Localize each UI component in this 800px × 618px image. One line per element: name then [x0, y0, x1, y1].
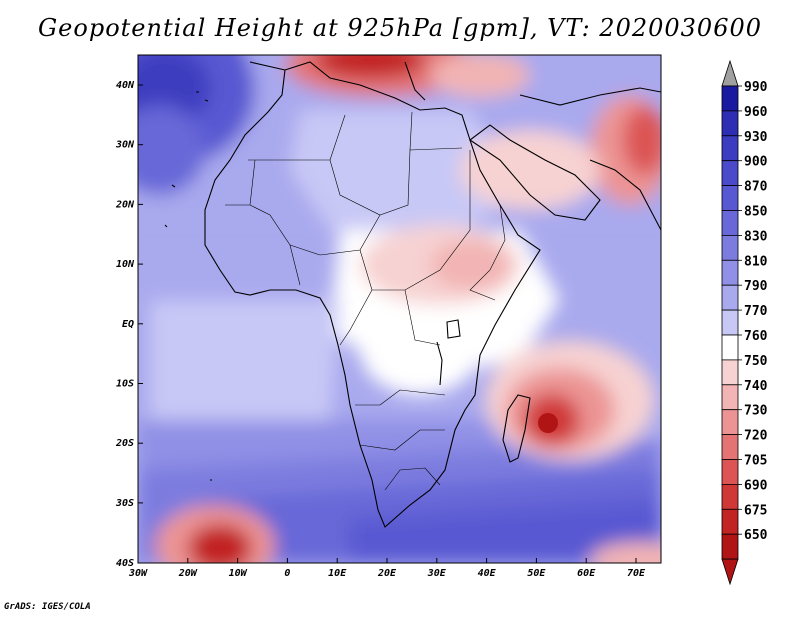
colorbar-swatch — [721, 359, 739, 386]
lat-tick-label: 10N — [116, 259, 135, 270]
colorbar-label: 870 — [744, 180, 768, 195]
colorbar-top-arrow — [721, 59, 739, 87]
credit-label: GrADS: IGES/COLA — [4, 602, 91, 612]
colorbar-swatch — [721, 259, 739, 286]
colorbar-swatch — [721, 185, 739, 211]
lat-tick-label: 20N — [115, 199, 135, 210]
colorbar-swatch — [721, 434, 739, 460]
colorbar-label: 830 — [744, 229, 768, 244]
colorbar-swatch — [721, 533, 739, 560]
colorbar-swatch — [721, 459, 739, 485]
colorbar-swatch — [721, 284, 739, 311]
colorbar-swatch — [721, 234, 739, 261]
colorbar-swatch — [721, 334, 739, 361]
colorbar-label: 760 — [744, 329, 768, 344]
lat-tick-label: 20S — [115, 438, 134, 449]
colorbar-label: 650 — [744, 528, 768, 543]
colorbar-swatch — [721, 160, 739, 186]
lon-tick-label: 40E — [478, 568, 497, 579]
colorbar-swatch — [721, 409, 739, 436]
lon-tick-label: 60E — [577, 568, 596, 579]
colorbar-label: 740 — [744, 379, 768, 394]
lon-tick-label: 0 — [284, 568, 290, 579]
lat-tick-label: 10S — [116, 379, 134, 390]
colorbar-label: 730 — [744, 404, 768, 419]
colorbar-label: 720 — [744, 429, 768, 444]
borders — [225, 111, 506, 491]
colorbar-swatch — [721, 135, 739, 162]
colorbar-label: 900 — [744, 155, 768, 170]
map-title: Geopotential Height at 925hPa [gpm], VT:… — [38, 14, 762, 42]
colorbar-swatch — [721, 483, 739, 510]
colorbar-label: 990 — [744, 80, 768, 95]
colorbar-swatch — [721, 210, 739, 236]
longitude-axis: 30W 20W 10W 0 10E 20E 30E 40E 50E 60E 70E — [128, 558, 646, 579]
lat-tick-label: 40S — [116, 558, 134, 569]
coastlines — [164, 61, 661, 528]
colorbar-label: 770 — [744, 304, 768, 319]
lat-tick-label: 30S — [115, 498, 134, 509]
colorbar-label: 690 — [744, 478, 768, 493]
colorbar-label: 790 — [744, 279, 768, 294]
colorbar-label: 750 — [744, 354, 768, 369]
lon-tick-label: 50E — [527, 568, 546, 579]
colorbar-label: 930 — [744, 130, 768, 145]
lat-tick-label: EQ — [122, 319, 134, 330]
lon-tick-label: 20E — [377, 568, 397, 579]
colorbar-bottom-arrow — [721, 558, 739, 586]
colorbar-label: 810 — [744, 254, 768, 269]
lon-tick-label: 30W — [128, 568, 148, 579]
lon-tick-label: 10W — [229, 568, 248, 579]
lon-tick-label: 30E — [427, 568, 447, 579]
colorbar-label: 675 — [744, 503, 767, 518]
colorbar-label: 960 — [744, 105, 768, 120]
height-field — [138, 55, 661, 563]
lon-tick-label: 10E — [328, 568, 347, 579]
colorbar-swatch — [721, 309, 739, 336]
lat-tick-label: 40N — [116, 80, 135, 91]
colorbar-label: 850 — [744, 205, 768, 220]
latitude-axis: 40N 30N 20N 10N EQ 10S 20S 30S 40S — [115, 80, 143, 569]
colorbar-label: 705 — [744, 454, 767, 469]
plot-frame — [137, 54, 662, 564]
colorbar-swatch — [721, 508, 739, 535]
lon-tick-label: 70E — [627, 568, 646, 579]
colorbar-swatch — [721, 110, 739, 137]
lon-tick-label: 20W — [178, 568, 198, 579]
colorbar-swatch — [721, 85, 739, 112]
colorbar-legend: 990 960 930 900 870 850 830 810 790 770 760 750 740 7… — [721, 59, 768, 586]
lat-tick-label: 30N — [115, 140, 135, 151]
colorbar-swatch — [721, 384, 739, 411]
